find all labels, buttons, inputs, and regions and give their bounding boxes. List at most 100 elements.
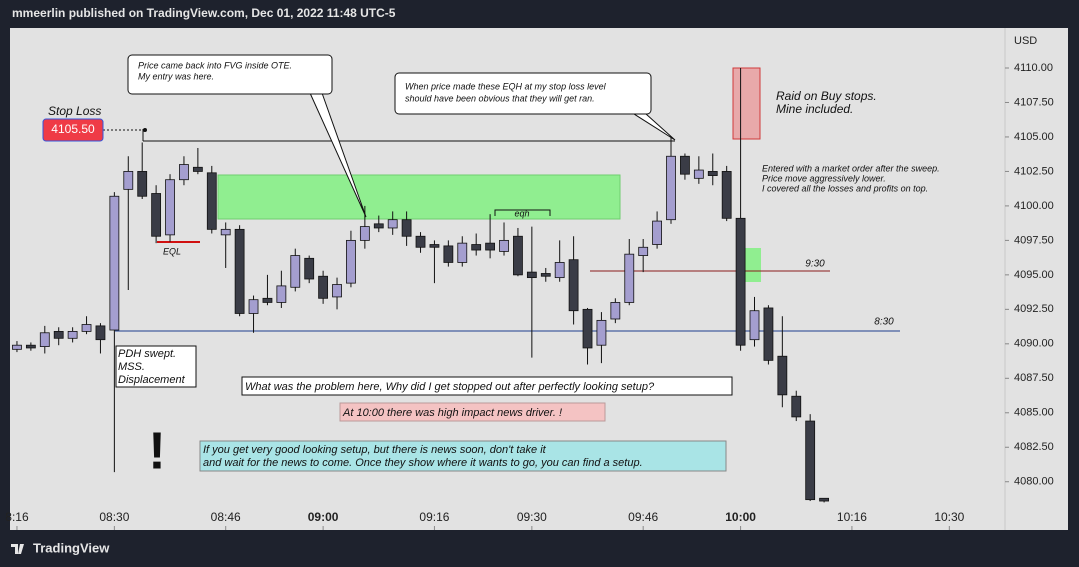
y-tick-label: 4092.50: [1014, 303, 1054, 315]
candle-body: [652, 220, 662, 245]
candle-body: [234, 228, 245, 314]
level-label: 9:30: [805, 259, 825, 270]
currency: USD: [1014, 35, 1037, 47]
news-box: [339, 402, 606, 422]
x-tick-label: 09:16: [419, 510, 449, 524]
eqh-bracket: [494, 209, 551, 216]
candle-body: [206, 172, 217, 230]
candles: [12, 67, 829, 503]
candle-body: [693, 169, 704, 179]
x-tick-label: 08:46: [211, 510, 241, 524]
candle-body: [67, 331, 78, 339]
callout-entry: [127, 54, 333, 95]
candle-body: [749, 310, 760, 341]
pdh-text: MSS.: [118, 361, 145, 373]
callout-eqh: [394, 72, 652, 115]
candle-body: [763, 307, 774, 361]
candle-body: [443, 245, 454, 263]
stop-loss-title: Stop Loss: [48, 104, 101, 118]
x-tick-label: 09:00: [308, 510, 339, 524]
eqh-label: eqh: [514, 208, 529, 218]
candle-body: [248, 299, 259, 314]
x-tick-label: 10:16: [837, 510, 867, 524]
y-tick-label: 4082.50: [1014, 441, 1054, 453]
stop-loss-box: [42, 118, 104, 142]
candle-body: [526, 271, 537, 279]
candle-body: [53, 331, 64, 339]
y-tick-label: 4100.00: [1014, 200, 1054, 212]
candle-body: [373, 223, 384, 229]
candle-body: [39, 332, 50, 347]
candle-body: [513, 235, 523, 276]
candle-body: [401, 219, 412, 237]
x-tick-label: 09:30: [517, 510, 547, 524]
candle-body: [151, 193, 162, 237]
entered-text: Price move aggressively lower.: [762, 173, 886, 183]
stop-loss-dot: [143, 128, 147, 133]
fvg-small: [745, 248, 761, 282]
callout-pointer: [309, 92, 367, 218]
y-tick-label: 4087.50: [1014, 372, 1054, 384]
candle-body: [81, 324, 92, 332]
y-tick-label: 4107.50: [1014, 96, 1054, 108]
candle-body: [638, 246, 649, 256]
candle-body: [262, 297, 273, 303]
pdh-box: [115, 345, 197, 388]
callout-text: When price made these EQH at my stop los…: [405, 81, 607, 91]
y-tick-label: 4085.00: [1014, 407, 1054, 419]
candle-body: [220, 228, 231, 236]
candle-body: [332, 284, 342, 298]
candle-body: [346, 239, 356, 284]
candle-body: [499, 239, 509, 252]
y-tick-label: 4097.50: [1014, 234, 1054, 246]
entered-text: I covered all the losses and profits on …: [762, 183, 928, 193]
raid-text: Raid on Buy stops.: [776, 89, 877, 103]
eql-label: EQL: [163, 246, 181, 256]
fvg-zone: [217, 174, 621, 220]
candle-body: [290, 255, 301, 288]
advice-text: If you get very good looking setup, but …: [203, 444, 547, 456]
candle-body: [123, 171, 134, 190]
y-tick-label: 4080.00: [1014, 476, 1054, 488]
candle-body: [805, 420, 816, 501]
raid-text: Mine included.: [776, 102, 853, 116]
candle-body: [165, 179, 175, 236]
news-text: At 10:00 there was high impact news driv…: [342, 407, 562, 419]
y-tick-label: 4090.00: [1014, 338, 1054, 350]
candle-body: [109, 195, 120, 331]
entered-text: Entered with a market order after the sw…: [762, 163, 940, 173]
advice-box: [199, 440, 727, 472]
candle-body: [735, 217, 746, 346]
candle-body: [624, 253, 635, 303]
x-tick-label: 8:16: [5, 510, 29, 524]
x-tick-label: 10:30: [934, 510, 964, 524]
x-tick-label: 08:30: [99, 510, 129, 524]
candle-body: [666, 155, 676, 221]
level-label: 8:30: [874, 317, 894, 328]
candle-body: [192, 166, 203, 172]
candle-body: [554, 262, 565, 279]
candle-body: [387, 219, 398, 229]
candle-body: [457, 242, 468, 263]
question-text: What was the problem here, Why did I get…: [245, 381, 655, 393]
candle-body: [359, 226, 370, 241]
candle-body: [276, 285, 287, 303]
y-tick-label: 4095.00: [1014, 269, 1054, 281]
candle-body: [304, 257, 315, 280]
candle-body: [819, 497, 829, 502]
candle-body: [429, 244, 440, 248]
candle-body: [471, 244, 482, 251]
question-box: [241, 376, 733, 396]
advice-text: and wait for the news to come. Once they…: [203, 457, 643, 469]
stop-loss-label: 4105.50: [51, 122, 95, 136]
pdh-text: Displacement: [118, 374, 186, 386]
x-tick-label: 10:00: [725, 510, 756, 524]
candle-body: [596, 319, 607, 346]
pdh-text: PDH swept.: [118, 348, 176, 360]
x-tick-label: 09:46: [628, 510, 658, 524]
candle-body: [791, 395, 802, 418]
candle-body: [721, 171, 732, 219]
candle-body: [485, 242, 496, 251]
callout-pointer: [633, 113, 676, 141]
